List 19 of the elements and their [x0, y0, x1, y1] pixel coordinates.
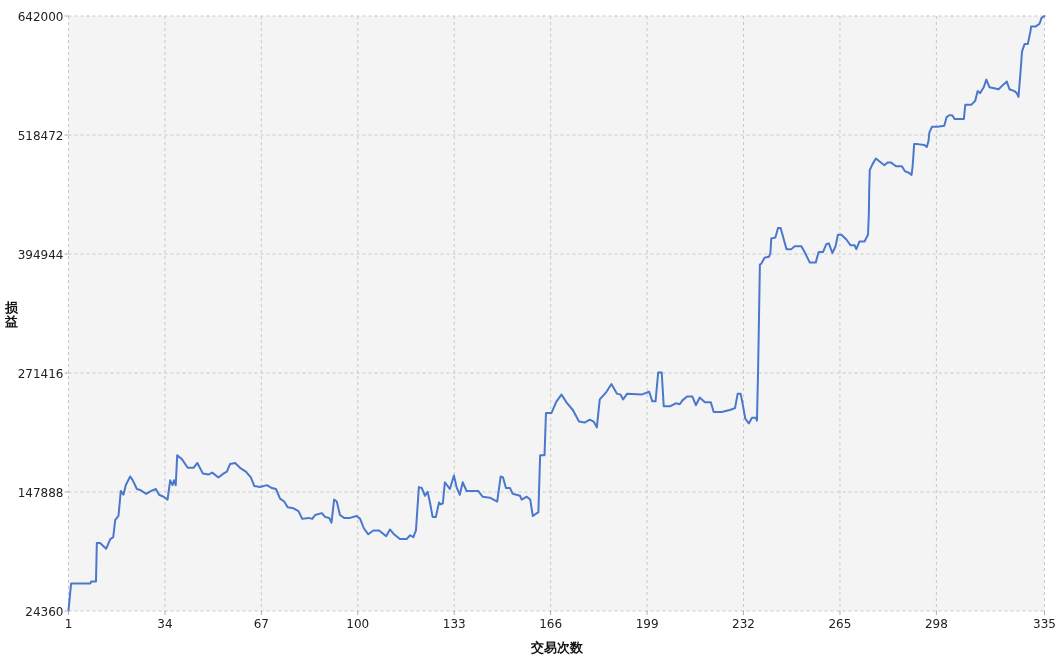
x-tick-label: 232	[732, 617, 755, 631]
x-tick-label: 34	[157, 617, 173, 631]
x-axis-title: 交易次数	[529, 640, 584, 655]
x-tick-label: 199	[635, 617, 659, 631]
y-tick-label: 394944	[17, 247, 64, 262]
y-tick-label: 24360	[25, 604, 64, 619]
x-tick-label: 166	[539, 617, 563, 631]
x-tick-label: 100	[346, 617, 370, 631]
x-tick-label: 1	[64, 617, 73, 631]
x-tick-label: 67	[253, 617, 269, 631]
x-tick-label: 335	[1033, 617, 1056, 631]
y-axis-title: 损益	[3, 299, 19, 329]
y-tick-label: 518472	[17, 128, 64, 143]
y-tick-label: 642000	[17, 9, 64, 24]
y-tick-label: 147888	[17, 485, 64, 500]
x-tick-label: 133	[442, 617, 466, 631]
x-tick-label: 298	[924, 617, 948, 631]
y-tick-label: 271416	[17, 366, 64, 381]
x-tick-label: 265	[828, 617, 852, 631]
